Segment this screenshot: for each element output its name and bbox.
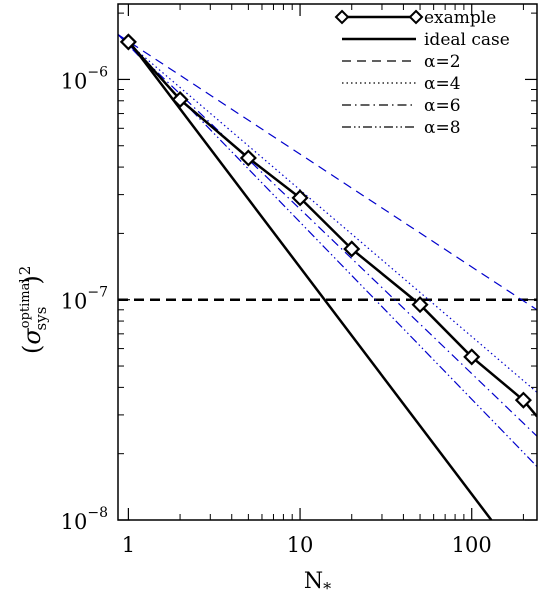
y-axis-label: (σoptimalsys)2	[16, 266, 50, 354]
x-axis-label-main: N	[304, 569, 323, 594]
series-line-4	[118, 34, 537, 437]
legend-label-1: ideal case	[424, 30, 510, 50]
x-tick-label: 1	[122, 533, 135, 557]
y-tick-label: 10−6	[61, 64, 108, 93]
y-tick-label: 10−7	[61, 285, 108, 314]
legend-label-3: α=4	[424, 74, 461, 94]
series-line-1	[127, 39, 493, 520]
data-point-marker	[411, 296, 429, 314]
y-tick-label-base: 10	[61, 69, 88, 93]
legend-label-5: α=8	[424, 118, 461, 138]
x-axis-label-sub: *	[323, 579, 331, 598]
y-tick-label-exp: −6	[87, 64, 108, 80]
series-line-2	[118, 33, 537, 311]
y-tick-label-base: 10	[61, 510, 88, 534]
data-point-marker	[514, 391, 532, 409]
x-tick-label: 100	[452, 533, 492, 557]
series-line-5	[118, 34, 537, 467]
legend-label-0: example	[424, 8, 496, 28]
legend-label-4: α=6	[424, 96, 461, 116]
y-axis-label-power: 2	[16, 266, 34, 276]
legend-label-2: α=2	[424, 52, 461, 72]
plot-lines	[118, 33, 537, 520]
legend-marker	[408, 9, 424, 25]
y-axis-label-sup: optimal	[18, 278, 33, 328]
legend-marker	[334, 9, 350, 25]
y-axis-label-sub: sys	[32, 307, 50, 331]
y-tick-label: 10−8	[61, 505, 108, 534]
data-point-marker	[291, 189, 309, 207]
data-point-marker	[239, 149, 257, 167]
y-axis-label-base: σ	[18, 328, 46, 345]
y-tick-label-base: 10	[61, 290, 88, 314]
series-line-3	[118, 34, 537, 393]
x-tick-label: 10	[287, 533, 314, 557]
data-point-marker	[463, 348, 481, 366]
y-tick-label-exp: −7	[87, 285, 108, 301]
y-tick-label-exp: −8	[87, 505, 108, 521]
x-axis-label: N*	[304, 569, 331, 598]
data-point-marker	[343, 240, 361, 258]
plot-frame	[117, 3, 538, 521]
data-point-marker	[119, 33, 137, 51]
data-point-marker	[171, 91, 189, 109]
